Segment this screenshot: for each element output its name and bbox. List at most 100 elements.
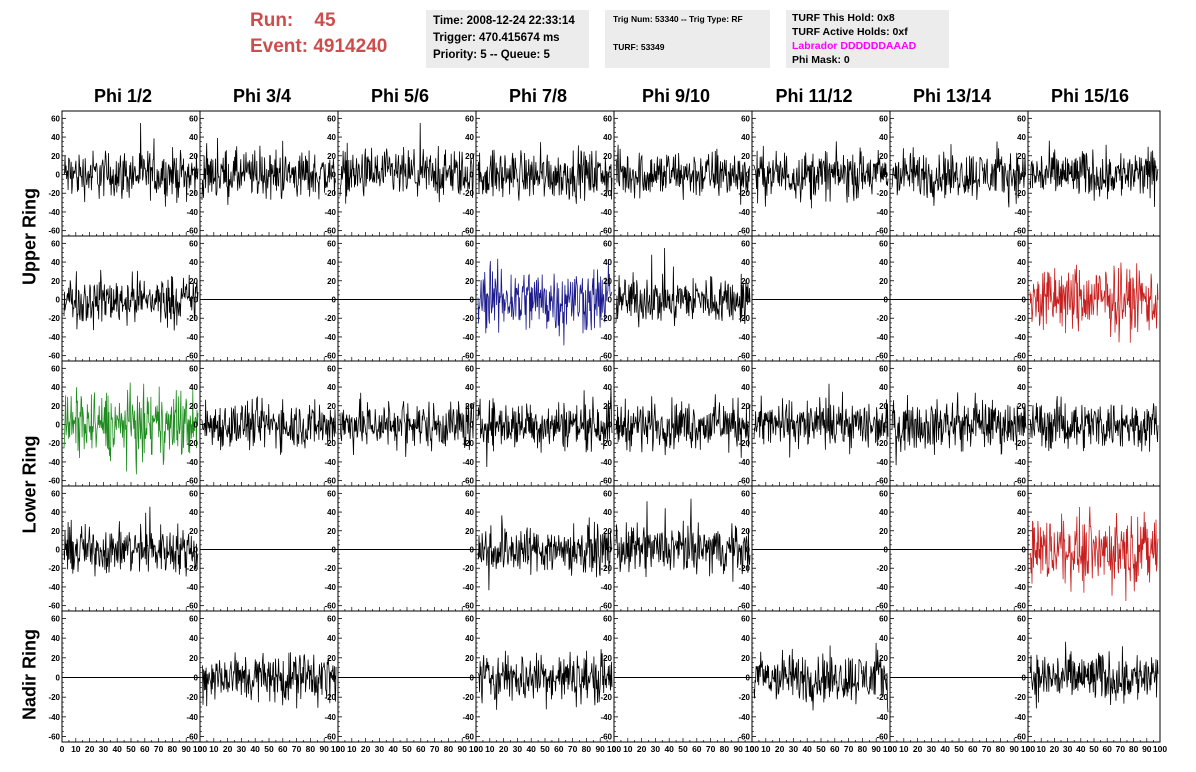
y-tick-label: 20 [189,654,198,663]
y-tick-label: 40 [51,634,60,643]
y-tick-label: 40 [741,133,750,142]
y-tick-label: -20 [462,439,474,448]
y-tick-label: 0 [470,171,475,180]
y-tick-label: -40 [876,208,888,217]
y-tick-label: -20 [738,189,750,198]
x-tick-label: 10 [899,744,909,754]
y-tick-label: -40 [48,583,60,592]
column-heading-phi-11-12: Phi 11/12 [775,86,853,106]
y-tick-label: 20 [1017,152,1026,161]
y-tick-label: -20 [600,564,612,573]
y-tick-label: -60 [186,602,198,611]
y-tick-label: -20 [600,439,612,448]
x-tick-label: 0 [336,744,341,754]
y-tick-label: 60 [1017,114,1026,123]
y-tick-label: -60 [324,602,336,611]
waveform-trace [477,258,613,346]
trigger-info-box: Trig Num: 53340 -- Trig Type: RF TURF: 5… [605,10,770,68]
y-tick-label: 0 [194,171,199,180]
y-tick-label: -60 [462,733,474,742]
turf-hold-text: TURF This Hold: 0x8 [792,12,895,24]
y-tick-label: 60 [189,114,198,123]
y-tick-label: 20 [741,654,750,663]
x-tick-label: 30 [789,744,799,754]
waveform-panel-r1-c7: 60 40 20 0 -20 -40 -60 [1014,235,1161,362]
panel-frame [613,610,753,743]
y-tick-label: 20 [879,527,888,536]
y-tick-label: 60 [741,114,750,123]
y-tick-label: 20 [465,654,474,663]
y-tick-label: 40 [327,634,336,643]
y-tick-label: 0 [194,296,199,305]
y-tick-label: 0 [1022,296,1027,305]
waveform-panel-r3-c1: 60 40 20 0 -20 -40 -60 [186,485,339,612]
waveform-panel-r3-c7: 60 40 20 0 -20 -40 -60 [1014,485,1161,612]
y-tick-label: 0 [746,674,751,683]
waveform-trace [63,382,199,475]
y-tick-label: -40 [738,333,750,342]
x-tick-label: 60 [1102,744,1112,754]
y-tick-label: -20 [738,439,750,448]
waveform-trace [1029,641,1159,709]
y-tick-label: -40 [48,208,60,217]
x-tick-label: 30 [1063,744,1073,754]
waveform-panel-r4-c4: 60 40 20 0 -20 -40 -60 [600,610,753,743]
x-tick-label: 70 [568,744,578,754]
waveform-trace [201,652,337,709]
x-tick-label: 70 [1116,744,1126,754]
y-tick-label: 0 [884,296,889,305]
y-tick-label: 60 [465,489,474,498]
y-tick-label: -20 [600,314,612,323]
y-tick-label: 40 [189,258,198,267]
waveform-panel-r0-c3: 60 40 20 0 -20 -40 -60 [462,110,615,237]
waveform-panel-r2-c6: 60 40 20 0 -20 -40 -60 [876,360,1029,487]
y-tick-label: 0 [470,674,475,683]
y-tick-label: 20 [465,527,474,536]
panel-frame [61,610,201,743]
y-tick-label: -40 [48,458,60,467]
y-tick-label: 60 [465,364,474,373]
y-tick-label: 40 [741,634,750,643]
y-tick-label: 0 [1022,171,1027,180]
x-tick-label: 30 [927,744,937,754]
y-tick-label: -40 [876,583,888,592]
waveform-panel-r2-c3: 60 40 20 0 -20 -40 -60 [462,360,615,487]
waveform-panel-r4-c2: 60 40 20 0 -20 -40 -60 [324,610,477,743]
y-tick-label: -40 [48,333,60,342]
x-tick-label: 90 [871,744,881,754]
waveform-trace [201,137,337,205]
y-tick-label: 60 [51,114,60,123]
panel-frame [889,485,1029,612]
x-tick-label: 90 [733,744,743,754]
turf-info-box: TURF This Hold: 0x8 TURF Active Holds: 0… [786,10,949,68]
waveform-panel-r0-c5: 60 40 20 0 -20 -40 -60 [738,110,891,237]
x-tick-label: 10 [485,744,495,754]
y-tick-label: -60 [48,352,60,361]
waveform-trace [339,392,475,457]
x-tick-label: 50 [678,744,688,754]
y-tick-label: 60 [1017,364,1026,373]
panel-frame [199,235,339,362]
y-tick-label: 40 [603,258,612,267]
y-tick-label: 0 [470,546,475,555]
x-tick-label: 0 [198,744,203,754]
y-tick-label: -20 [600,189,612,198]
waveform-panel-r4-c3: 60 40 20 0 -20 -40 -60 [462,610,615,743]
y-tick-label: -40 [186,583,198,592]
x-tick-label: 30 [651,744,661,754]
x-tick-label: 50 [954,744,964,754]
y-tick-label: 40 [1017,133,1026,142]
x-tick-label: 50 [264,744,274,754]
y-tick-label: -60 [738,477,750,486]
y-tick-label: 60 [879,114,888,123]
y-tick-label: -40 [876,333,888,342]
y-tick-label: 40 [465,133,474,142]
y-tick-label: -40 [462,458,474,467]
y-tick-label: 0 [884,546,889,555]
y-tick-label: -20 [462,564,474,573]
x-tick-label: 20 [223,744,233,754]
column-heading-phi-15-16: Phi 15/16 [1050,86,1130,106]
y-tick-label: 40 [1017,634,1026,643]
waveform-panel-r4-c7: 60 40 20 0 -20 -40 -60 [1014,610,1161,743]
y-tick-label: -40 [1014,333,1026,342]
